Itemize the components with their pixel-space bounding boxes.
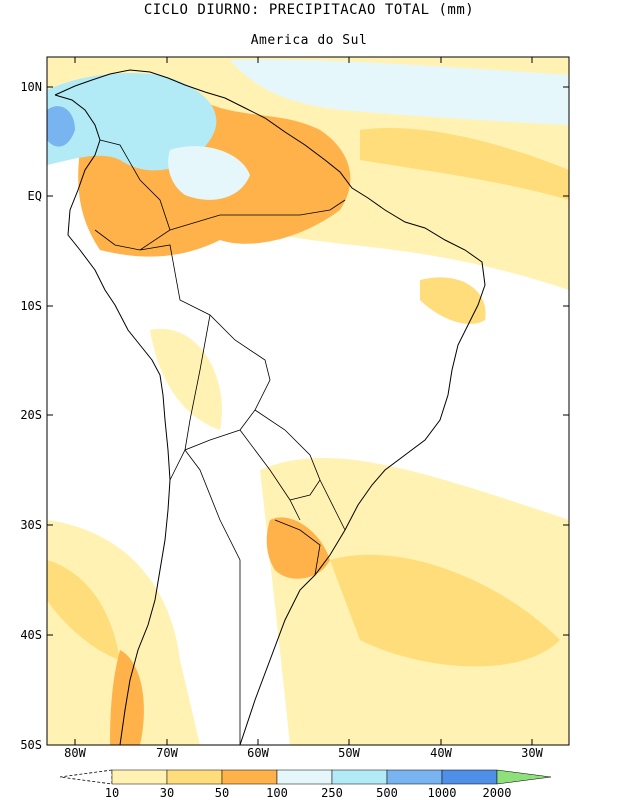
colorbar-label: 2000 bbox=[482, 786, 512, 800]
map-frame bbox=[46, 56, 570, 746]
colorbar-label: 100 bbox=[266, 786, 288, 800]
lon-label: 50W bbox=[338, 746, 360, 760]
colorbar-label: 1000 bbox=[427, 786, 457, 800]
colorbar-label: 10 bbox=[104, 786, 120, 800]
map-title: CICLO DIURNO: PRECIPITACAO TOTAL (mm) bbox=[143, 2, 475, 18]
colorbar-label: 250 bbox=[321, 786, 343, 800]
colorbar bbox=[59, 769, 552, 785]
map-subtitle: America do Sul bbox=[250, 33, 368, 48]
precipitation-field bbox=[47, 57, 569, 745]
lon-label: 40W bbox=[430, 746, 452, 760]
lat-label: 50S bbox=[20, 738, 42, 752]
lat-label: 40S bbox=[20, 628, 42, 642]
lat-label: EQ bbox=[27, 189, 42, 203]
lat-label: 30S bbox=[20, 518, 42, 532]
lat-label: 20S bbox=[20, 408, 42, 422]
lon-label: 80W bbox=[64, 746, 86, 760]
lon-label: 70W bbox=[156, 746, 178, 760]
lon-label: 30W bbox=[521, 746, 543, 760]
colorbar-label: 50 bbox=[214, 786, 230, 800]
coastline bbox=[54, 69, 486, 745]
country-borders bbox=[94, 139, 346, 745]
colorbar-label: 500 bbox=[376, 786, 398, 800]
lat-label: 10N bbox=[20, 80, 42, 94]
lon-label: 60W bbox=[247, 746, 269, 760]
lat-label: 10S bbox=[20, 299, 42, 313]
colorbar-label: 30 bbox=[159, 786, 175, 800]
